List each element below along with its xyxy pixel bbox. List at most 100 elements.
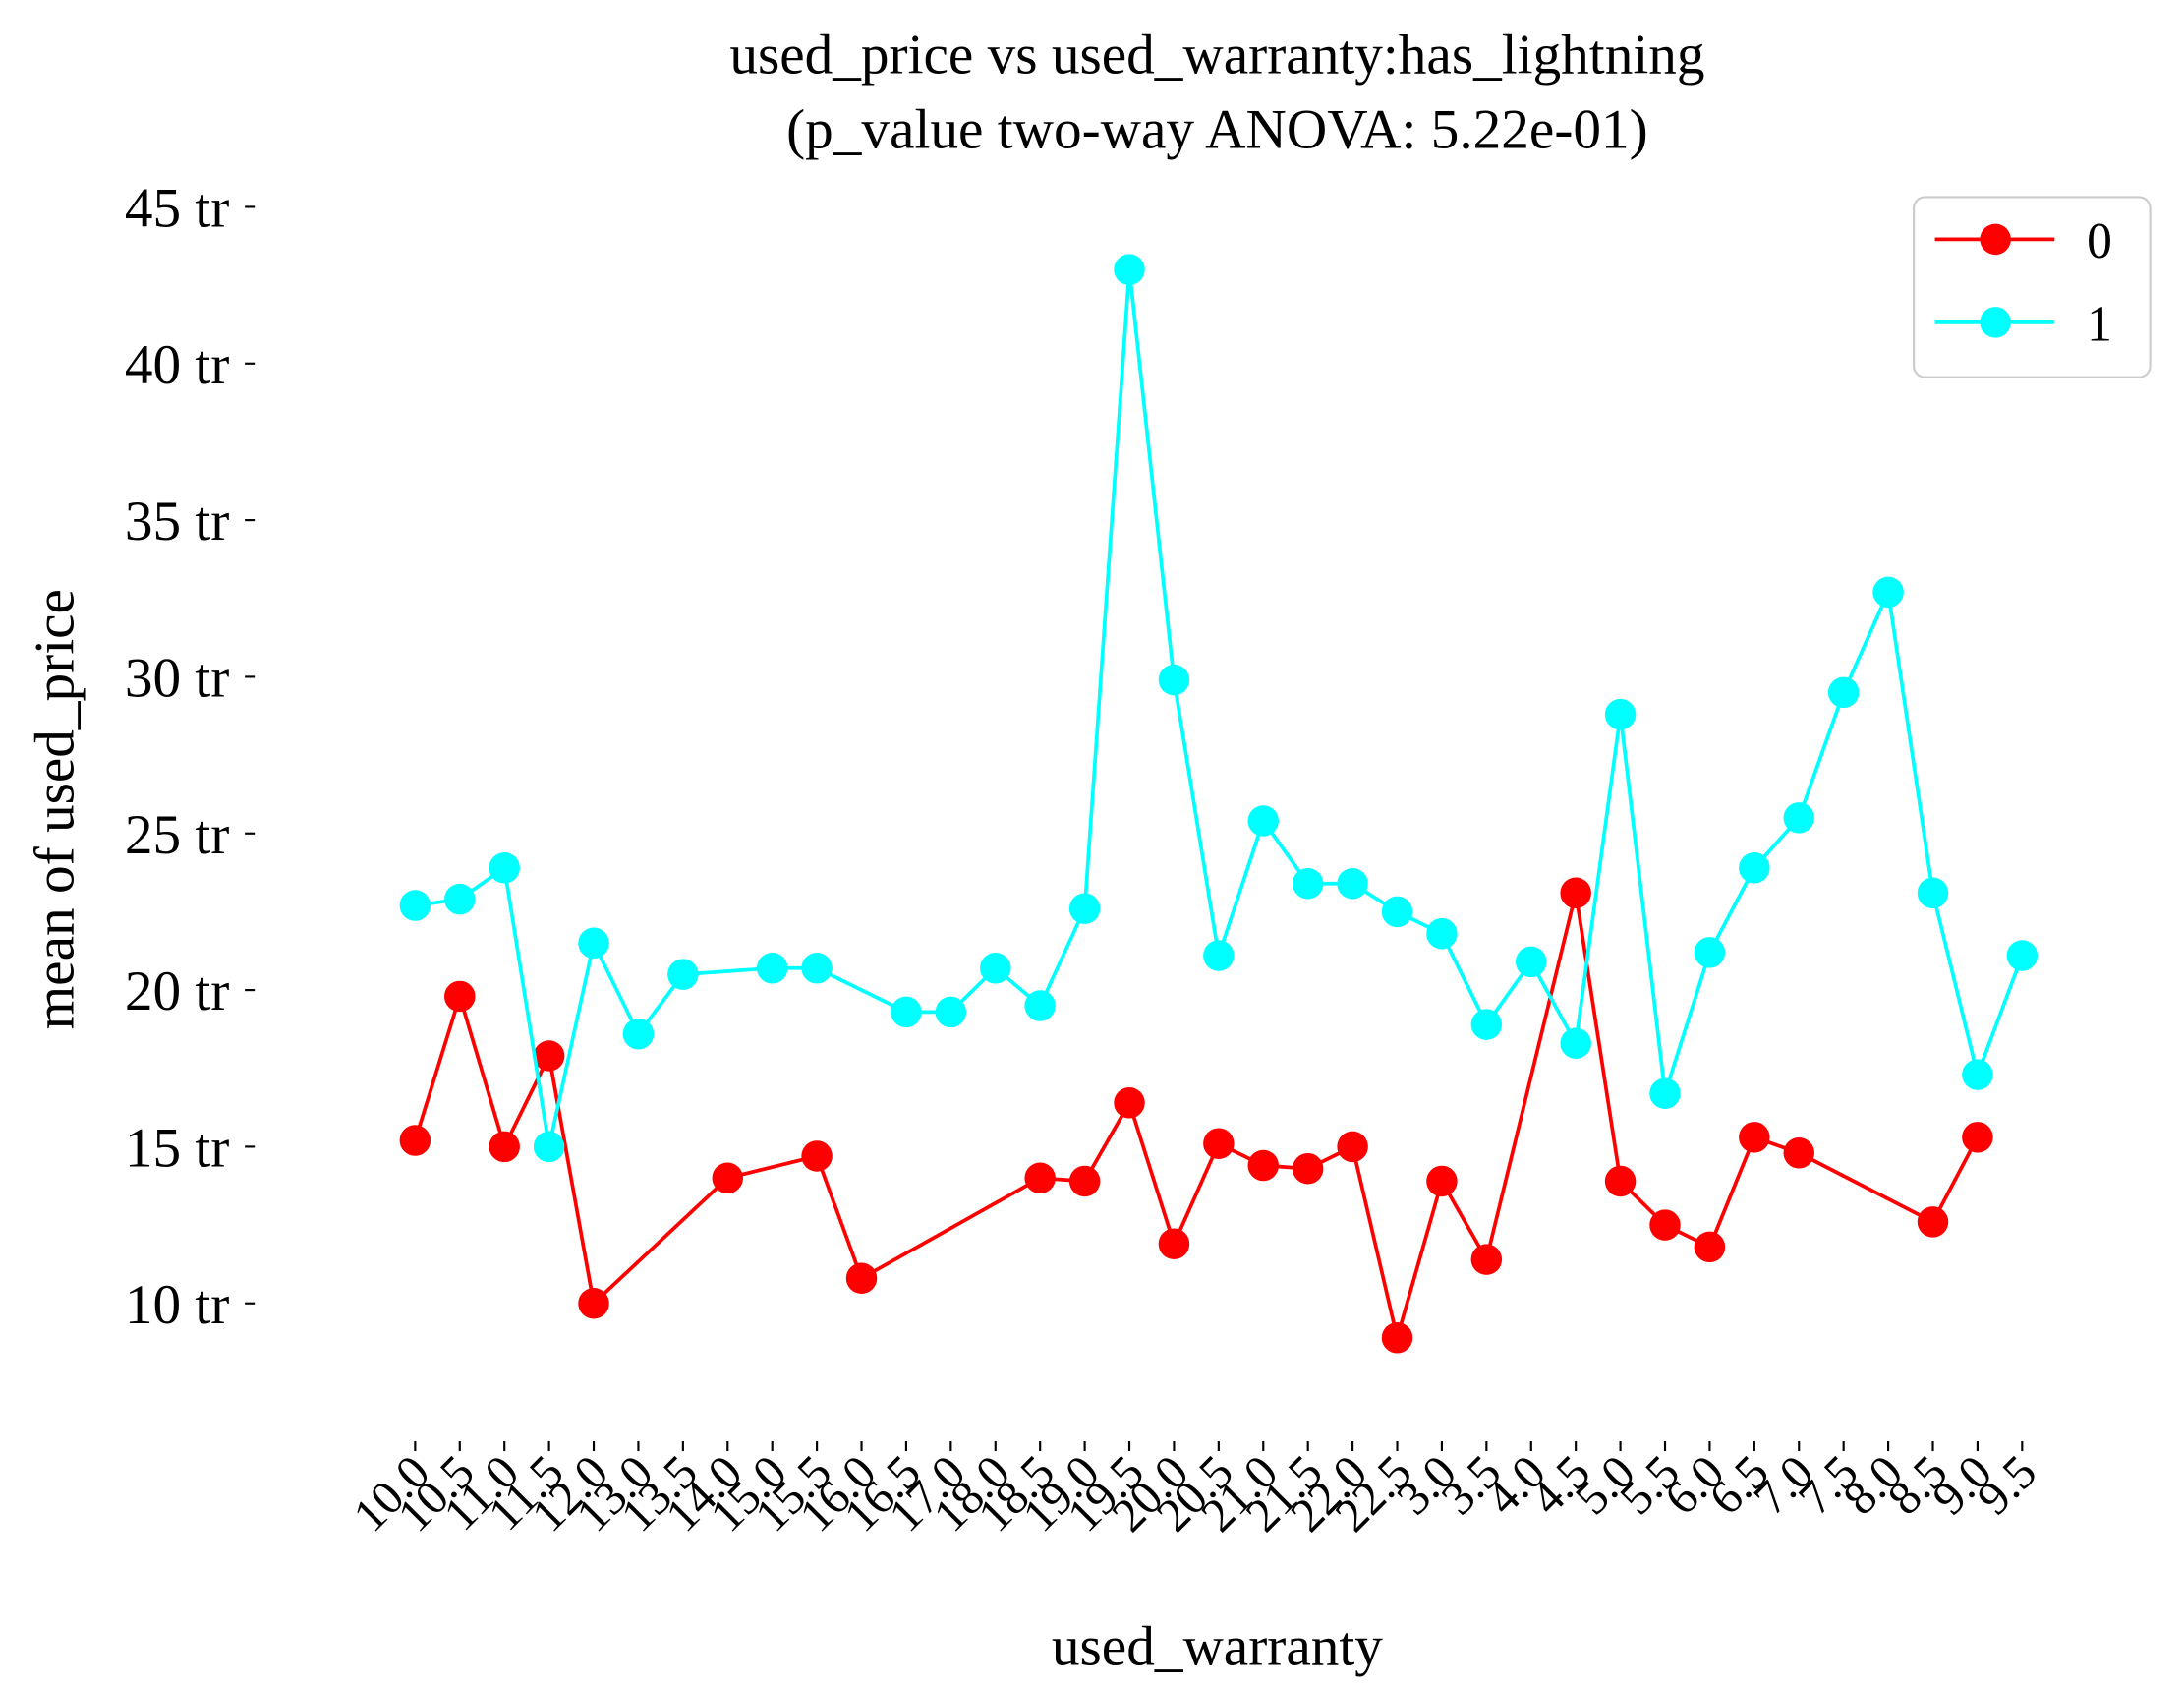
legend-box xyxy=(1913,196,2152,378)
point xyxy=(1470,1244,1503,1275)
line-segment xyxy=(1127,268,1177,680)
line-segment xyxy=(1217,820,1266,957)
point xyxy=(533,1040,565,1072)
line-segment xyxy=(546,1055,596,1305)
line-segment xyxy=(1930,892,1980,1076)
line-segment xyxy=(546,942,596,1147)
x-axis-label: used_warranty xyxy=(1052,1616,1383,1678)
line-segment xyxy=(413,995,462,1141)
point xyxy=(1560,877,1591,909)
point xyxy=(1203,940,1235,971)
line-segment xyxy=(1798,1151,1934,1224)
line-segment xyxy=(1886,592,1935,894)
point xyxy=(1604,698,1637,730)
line-segment xyxy=(592,942,641,1035)
y-tick-label: 15 tr xyxy=(125,1117,230,1179)
line-segment xyxy=(1440,932,1489,1025)
point xyxy=(667,959,699,990)
point xyxy=(1381,1322,1413,1354)
y-tick-label: 45 tr xyxy=(125,177,230,239)
line-segment xyxy=(1351,1145,1400,1339)
point xyxy=(444,980,476,1013)
point xyxy=(1649,1077,1681,1109)
point xyxy=(1872,576,1904,609)
point xyxy=(489,852,520,884)
point xyxy=(1024,990,1056,1021)
point xyxy=(712,1162,744,1194)
legend-label: 0 xyxy=(2087,213,2112,269)
point xyxy=(444,883,476,915)
point xyxy=(1783,1137,1815,1169)
point xyxy=(1917,1206,1949,1238)
line-segment xyxy=(457,995,506,1147)
line-segment xyxy=(1618,714,1667,1094)
line-segment xyxy=(1395,1180,1444,1339)
point xyxy=(1426,917,1458,950)
point xyxy=(622,1018,655,1050)
legend-label: 1 xyxy=(2087,296,2112,352)
point xyxy=(1739,852,1770,884)
point xyxy=(935,996,967,1028)
point xyxy=(1962,1122,1993,1153)
point xyxy=(845,1262,878,1294)
y-tick-label: 20 tr xyxy=(125,960,230,1022)
point xyxy=(1024,1162,1056,1194)
point xyxy=(1739,1122,1770,1153)
line-segment xyxy=(860,1176,1042,1280)
point xyxy=(1917,877,1949,909)
legend-marker xyxy=(1980,223,2011,256)
point xyxy=(578,1287,609,1319)
y-tick-label: 30 tr xyxy=(125,647,230,709)
point xyxy=(2006,940,2039,971)
line-segment xyxy=(815,1155,864,1279)
point xyxy=(756,953,788,984)
x-tick-label: 9.5 xyxy=(1967,1445,2046,1525)
point xyxy=(801,1140,833,1172)
y-tick-label: 40 tr xyxy=(125,334,230,396)
point xyxy=(1292,867,1324,900)
point xyxy=(1604,1165,1637,1197)
line-segment xyxy=(1797,691,1846,819)
line-segment xyxy=(502,1055,551,1148)
point xyxy=(1694,937,1726,968)
point xyxy=(1292,1152,1324,1185)
legend-marker xyxy=(1980,307,2011,338)
line-segment xyxy=(1127,1102,1177,1245)
y-tick-label: 35 tr xyxy=(125,491,230,553)
chart-subtitle: (p_value two-way ANOVA: 5.22e-01) xyxy=(786,98,1648,160)
point xyxy=(1337,867,1368,900)
point xyxy=(1694,1231,1726,1263)
point xyxy=(1426,1165,1458,1197)
point xyxy=(1114,254,1145,285)
point xyxy=(1649,1209,1681,1241)
point xyxy=(1247,1149,1280,1182)
point xyxy=(980,953,1011,984)
point xyxy=(1783,802,1815,834)
line-segment xyxy=(1707,1136,1756,1249)
point xyxy=(1068,893,1101,924)
line-segment xyxy=(1930,1135,1980,1223)
line-segment xyxy=(1663,952,1712,1094)
point xyxy=(1114,1087,1145,1119)
point xyxy=(533,1131,565,1163)
y-axis-label: mean of used_price xyxy=(24,589,86,1029)
point xyxy=(1337,1131,1368,1163)
line-segment xyxy=(1172,1142,1221,1245)
point xyxy=(1381,896,1413,928)
line-segment xyxy=(1484,892,1578,1260)
line-segment xyxy=(1172,679,1221,957)
point xyxy=(1158,1228,1190,1259)
line-segment xyxy=(1707,866,1756,954)
point xyxy=(399,1125,431,1156)
line-segment xyxy=(1976,955,2025,1076)
line-segment xyxy=(592,1176,729,1306)
point xyxy=(578,927,609,960)
line-segment xyxy=(1038,907,1087,1007)
line-segment xyxy=(1082,269,1131,909)
point xyxy=(1827,676,1860,709)
line-segment xyxy=(1574,893,1623,1182)
line-segment xyxy=(816,966,907,1015)
point xyxy=(489,1131,520,1163)
point xyxy=(1470,1009,1503,1040)
